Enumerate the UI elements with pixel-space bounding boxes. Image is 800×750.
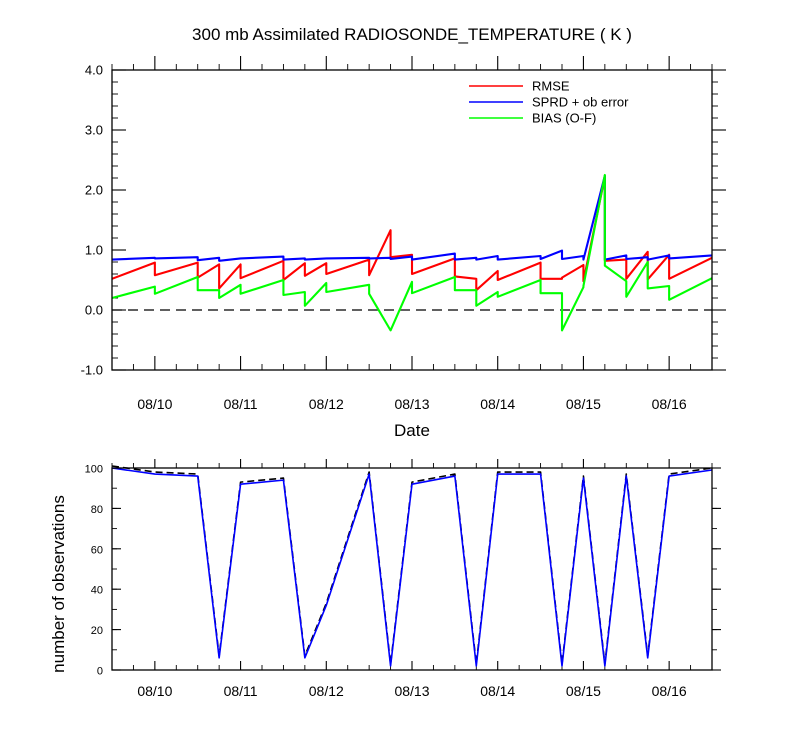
x-tick-label: 08/13 <box>394 683 429 699</box>
x-tick-label: 08/14 <box>480 683 515 699</box>
x-tick-label: 08/10 <box>137 683 172 699</box>
y-tick-label: 4.0 <box>85 63 103 78</box>
legend-label-bias-o-f: BIAS (O-F) <box>532 111 596 126</box>
series-line-used <box>111 467 713 667</box>
x-tick-label: 08/14 <box>480 396 515 412</box>
x-axis-title: Date <box>394 421 430 440</box>
y-tick-label: 0.0 <box>85 303 103 318</box>
y-tick-label: 20 <box>91 625 103 637</box>
series-line-rmse <box>111 175 713 292</box>
y-tick-label: 100 <box>85 464 103 476</box>
bottom-tick-layer: 0 20 40 60 80 100 08/10 08/11 08/12 08/13 08/14 08/… <box>85 459 721 699</box>
y-tick-label: -1.0 <box>81 363 103 378</box>
x-tick-label: 08/10 <box>137 396 172 412</box>
y-tick-label: 40 <box>91 585 103 597</box>
series-line-bias-o-f <box>111 173 713 332</box>
top-plot-frame <box>111 69 713 371</box>
legend-label-sprd-ob-error: SPRD + ob error <box>532 95 629 110</box>
legend-label-rmse: RMSE <box>532 79 570 94</box>
x-tick-label: 08/11 <box>224 683 258 699</box>
bottom-chart: number of observations 0 20 40 60 80 100 08/10… <box>49 459 721 699</box>
bottom-plot-frame <box>111 467 713 671</box>
y-axis-title: number of observations <box>49 495 68 673</box>
chart-title: 300 mb Assimilated RADIOSONDE_TEMPERATUR… <box>192 25 632 44</box>
y-tick-label: 1.0 <box>85 243 103 258</box>
series-line-sprd-ob-error <box>111 174 713 262</box>
x-tick-label: 08/16 <box>652 683 687 699</box>
x-tick-label: 08/12 <box>309 683 344 699</box>
x-tick-label: 08/15 <box>566 683 601 699</box>
y-tick-label: 0 <box>97 666 103 678</box>
y-tick-label: 80 <box>91 504 103 516</box>
y-tick-label: 60 <box>91 544 103 556</box>
top-chart: 300 mb Assimilated RADIOSONDE_TEMPERATUR… <box>81 25 726 440</box>
y-tick-label: 3.0 <box>85 123 103 138</box>
top-tick-layer: -1.0 0.0 1.0 2.0 3.0 4.0 08/10 08/11 08/12 08/13 0… <box>81 56 726 412</box>
x-tick-label: 08/12 <box>309 396 344 412</box>
x-tick-label: 08/11 <box>224 396 258 412</box>
top-series-layer <box>111 173 713 332</box>
x-tick-label: 08/13 <box>394 396 429 412</box>
y-tick-label: 2.0 <box>85 183 103 198</box>
x-tick-label: 08/15 <box>566 396 601 412</box>
bottom-series-layer <box>111 465 713 667</box>
x-tick-label: 08/16 <box>652 396 687 412</box>
series-line-possible <box>111 465 713 665</box>
